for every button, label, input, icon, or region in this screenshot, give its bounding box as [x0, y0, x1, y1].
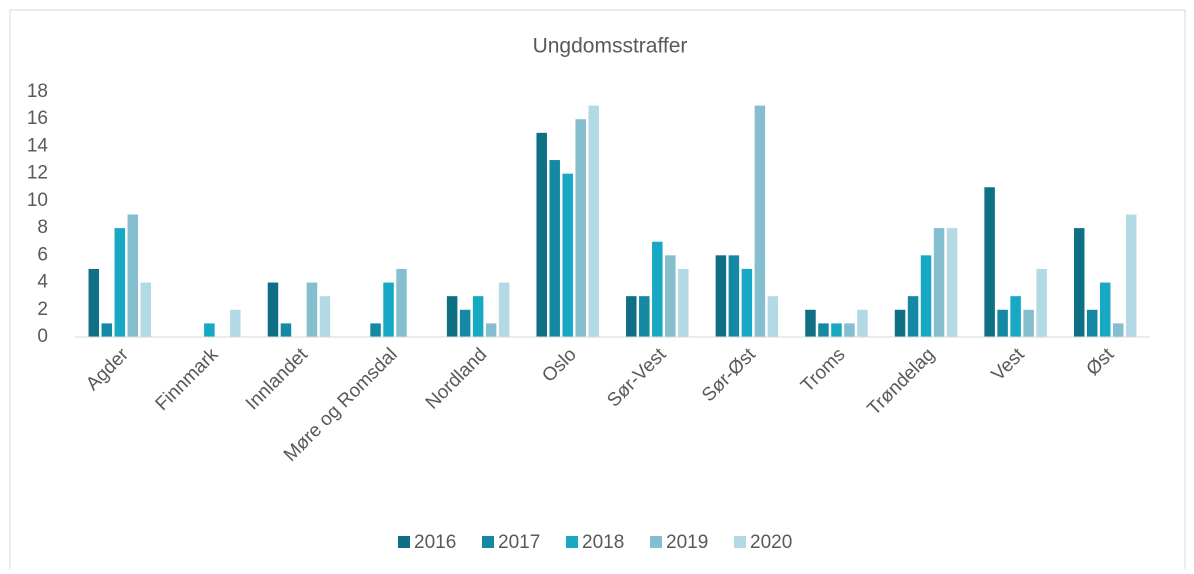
bar [114, 228, 126, 337]
bar [588, 105, 599, 337]
legend-swatch [482, 536, 494, 548]
bar [639, 296, 650, 337]
bar [446, 296, 458, 337]
bar [857, 309, 868, 337]
bar [101, 323, 113, 337]
chart-title: Ungdomsstraffer [533, 35, 688, 58]
bar [844, 323, 855, 337]
bar [984, 187, 995, 337]
bar [678, 268, 689, 337]
bar [472, 296, 484, 337]
bar [562, 173, 573, 337]
bar [370, 323, 381, 337]
legend-swatch [566, 536, 578, 548]
legend-swatch [734, 536, 746, 548]
y-tick-label: 10 [27, 190, 48, 211]
bar [894, 309, 906, 337]
bar [1073, 228, 1085, 337]
bar [1036, 268, 1047, 337]
y-tick-label: 14 [27, 135, 49, 156]
bar [1112, 323, 1124, 337]
bar [396, 268, 407, 337]
bar [805, 309, 816, 337]
bar [1086, 309, 1098, 337]
bar [907, 296, 919, 337]
bar [306, 282, 318, 337]
bar [831, 323, 842, 337]
bar [1023, 309, 1034, 337]
bar [626, 296, 637, 337]
legend-label: 2017 [498, 532, 540, 553]
y-tick-label: 18 [27, 81, 48, 102]
bar [1125, 214, 1137, 337]
bar [933, 228, 945, 337]
bar [767, 296, 779, 337]
bar [88, 268, 100, 337]
bar [549, 160, 560, 337]
bar [1010, 296, 1021, 337]
bar [741, 268, 753, 337]
bar [652, 241, 663, 337]
bar [383, 282, 394, 337]
bar [997, 309, 1008, 337]
y-tick-label: 0 [37, 326, 48, 347]
bar [1099, 282, 1111, 337]
bar [754, 105, 766, 337]
bar [575, 119, 586, 337]
bar [485, 323, 497, 337]
y-tick-label: 4 [37, 272, 48, 293]
y-tick-label: 2 [37, 299, 48, 320]
bar [459, 309, 471, 337]
bar [946, 228, 958, 337]
bar [920, 255, 932, 337]
bar [665, 255, 676, 337]
bar [140, 282, 152, 337]
legend-label: 2020 [750, 532, 792, 553]
bar [818, 323, 829, 337]
bar [267, 282, 279, 337]
legend-label: 2018 [582, 532, 624, 553]
bar [127, 214, 139, 337]
legend-label: 2016 [414, 532, 456, 553]
bar [536, 132, 547, 337]
legend-label: 2019 [666, 532, 708, 553]
legend-swatch [650, 536, 662, 548]
bar [715, 255, 727, 337]
bar [728, 255, 740, 337]
bar [319, 296, 331, 337]
legend-swatch [398, 536, 410, 548]
y-tick-label: 8 [37, 217, 48, 238]
y-tick-label: 12 [27, 163, 48, 184]
bar [498, 282, 510, 337]
y-tick-label: 6 [37, 244, 48, 265]
y-tick-label: 16 [27, 108, 48, 129]
bar [280, 323, 292, 337]
bar [230, 309, 241, 337]
bar [204, 323, 215, 337]
